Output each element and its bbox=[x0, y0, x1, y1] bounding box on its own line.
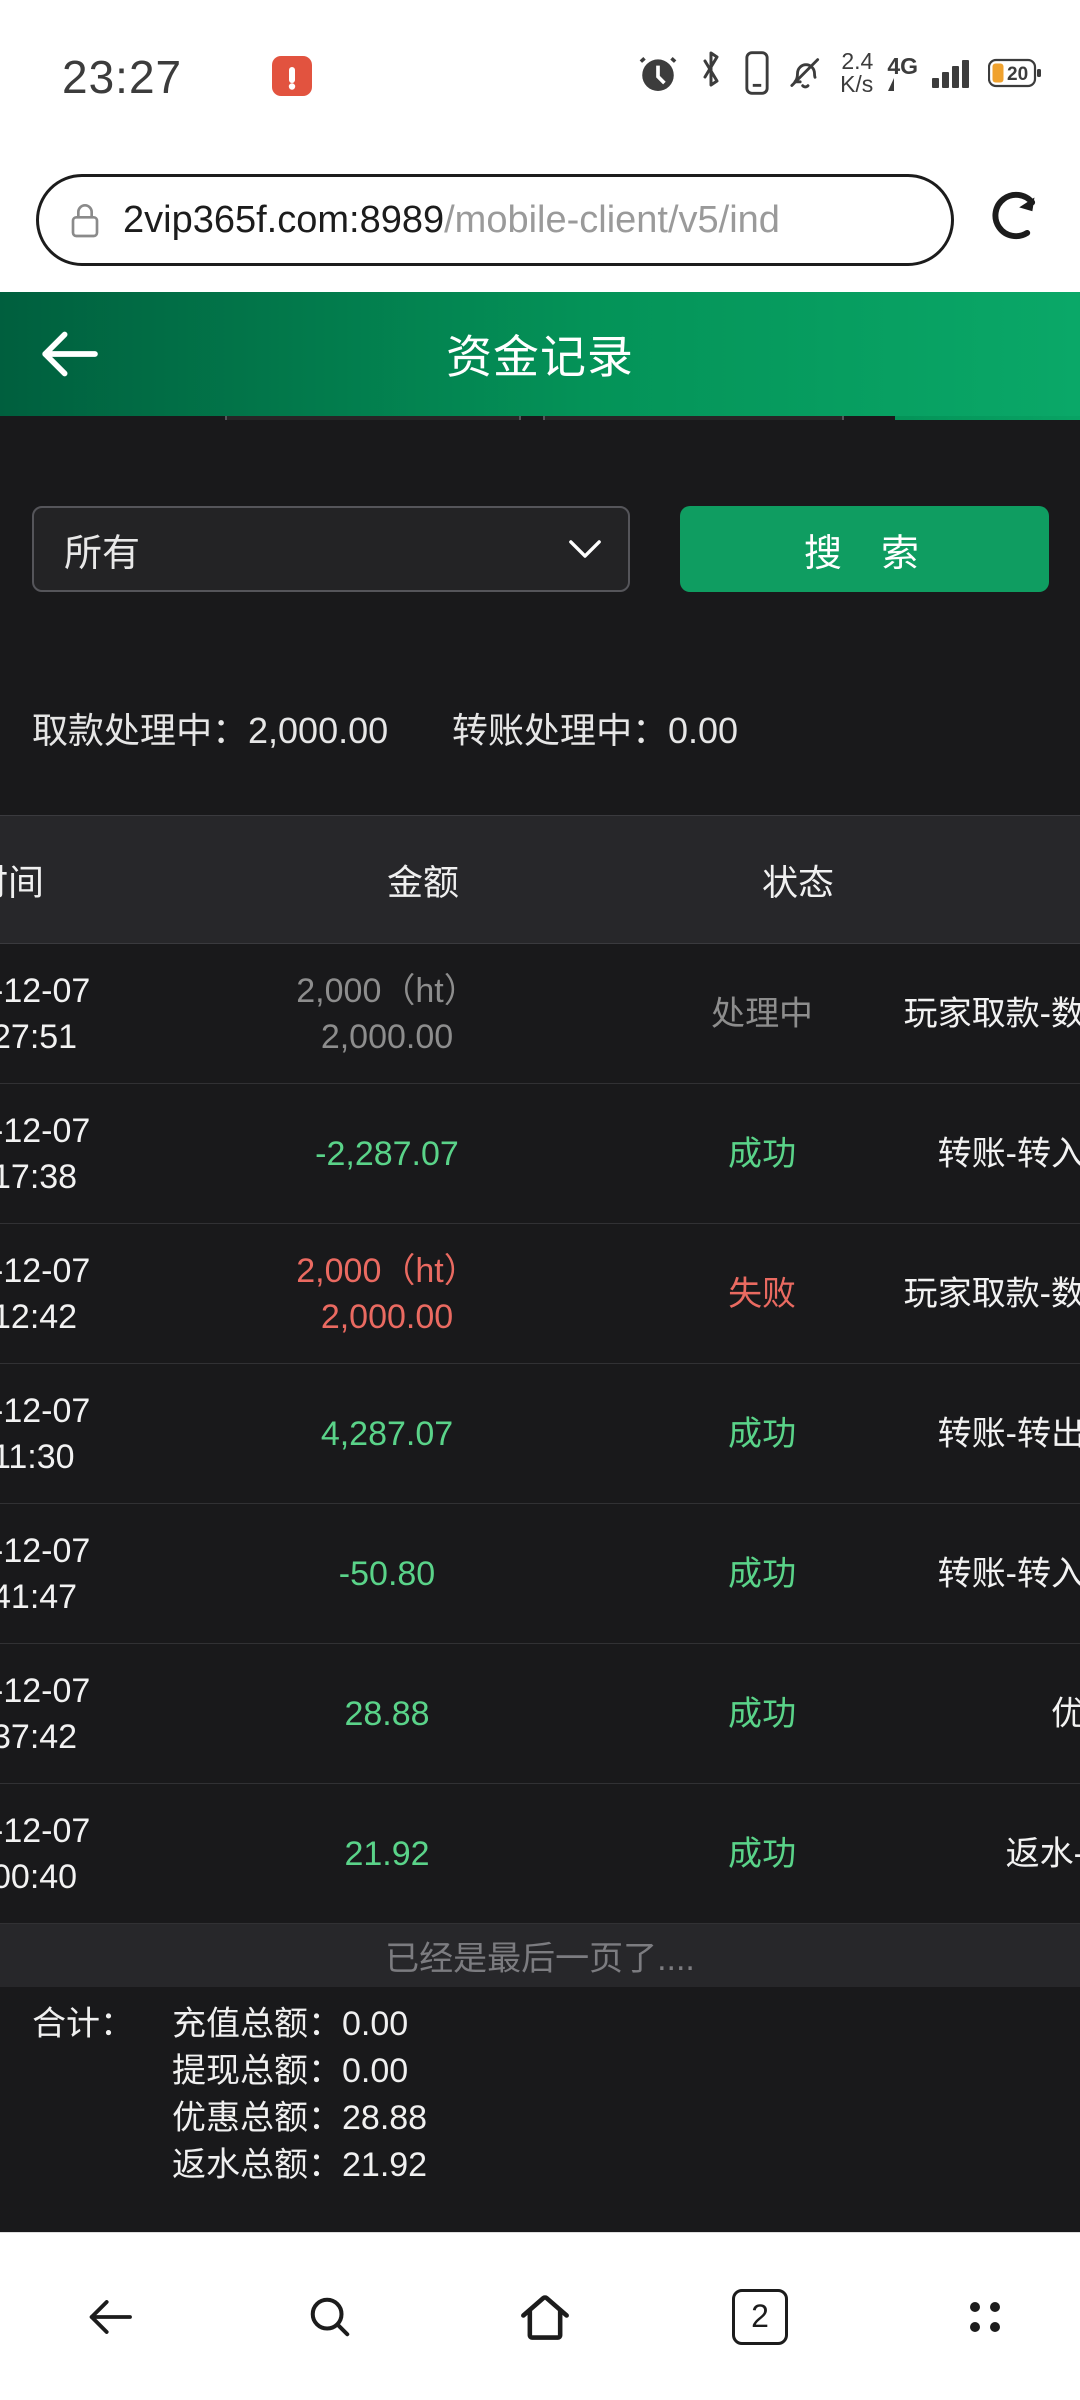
svg-text:20: 20 bbox=[1007, 64, 1028, 85]
